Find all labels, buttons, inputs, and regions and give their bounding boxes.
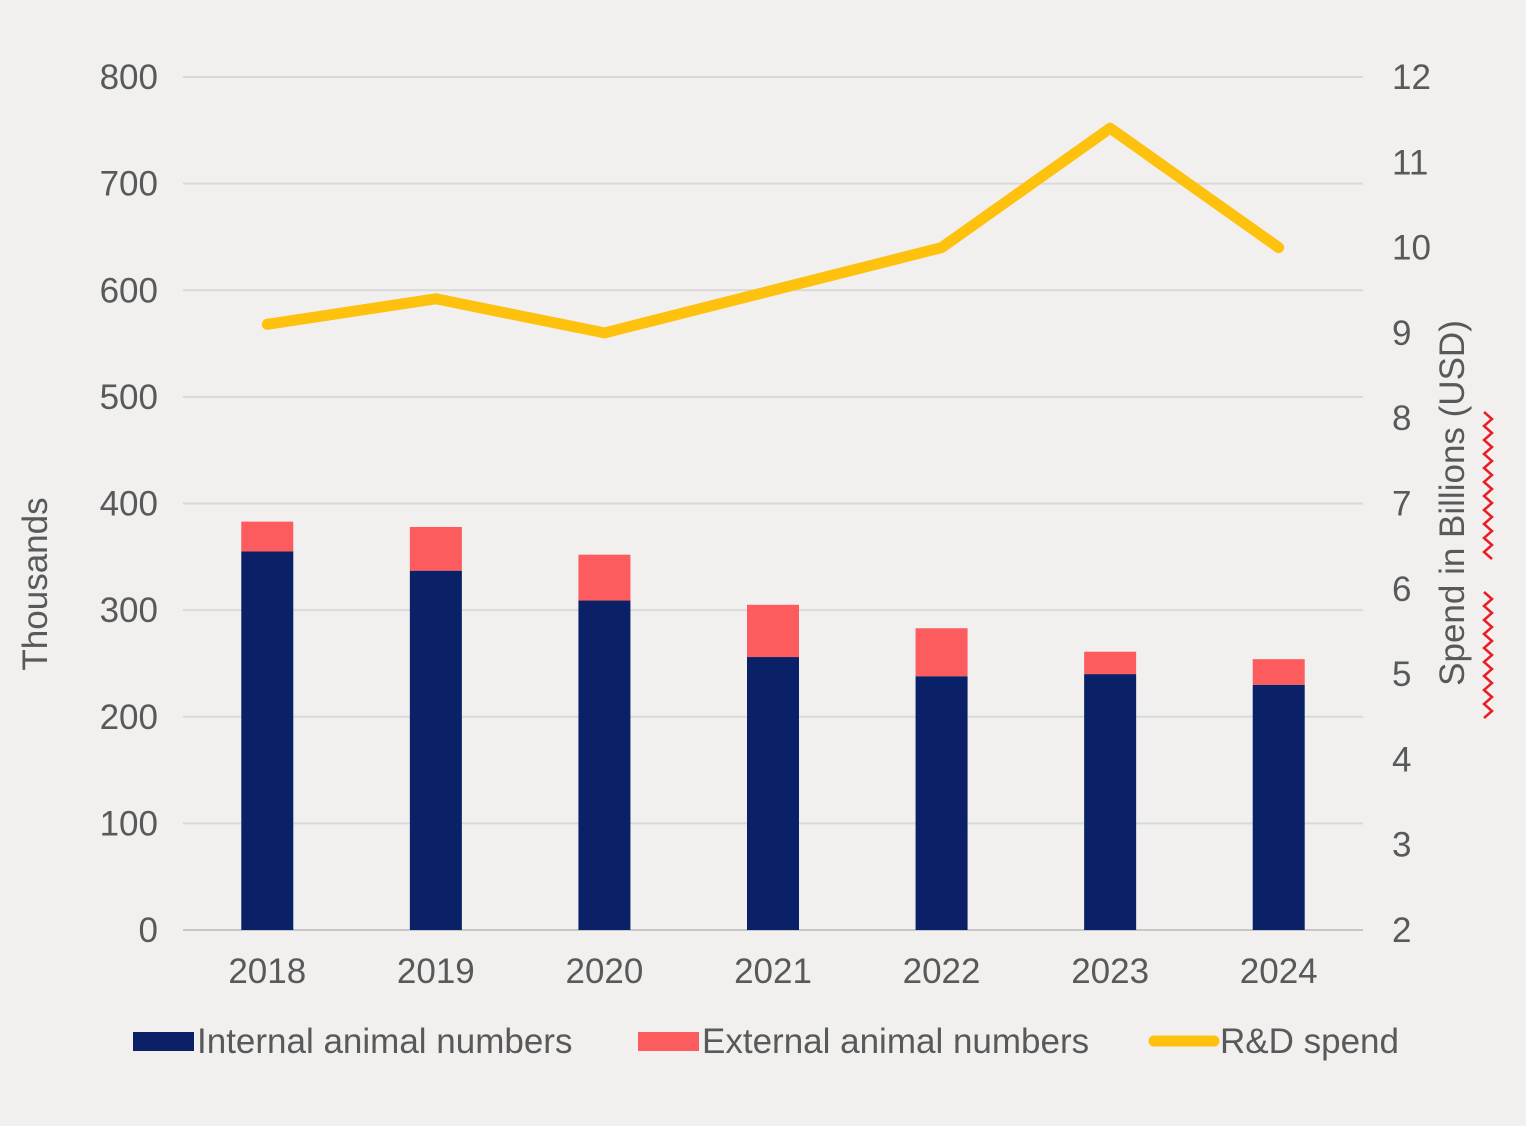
right-axis-tick-label: 10 (1392, 229, 1431, 268)
left-axis-tick-label: 800 (100, 58, 158, 97)
right-axis-title: Spend in Billions (USD) (1433, 320, 1472, 686)
spellcheck-underline (1482, 411, 1494, 560)
bar-external-2023 (1084, 651, 1137, 675)
left-axis-tick-label: 0 (139, 911, 158, 950)
bar-internal-2021 (747, 657, 799, 930)
bar-internal-2018 (241, 551, 294, 930)
bar-external-2019 (409, 526, 462, 571)
left-axis-tick-label: 200 (100, 698, 158, 737)
right-axis-tick-label: 2 (1392, 911, 1411, 950)
bar-external-2022 (915, 628, 968, 677)
legend-swatch-external (638, 1032, 699, 1051)
bar-external-2020 (578, 554, 631, 601)
x-axis-label-2024: 2024 (1240, 952, 1318, 991)
left-axis-tick-label: 400 (100, 485, 158, 524)
bar-external-2024 (1252, 659, 1305, 685)
right-axis-tick-label: 6 (1392, 570, 1411, 609)
bar-external-2021 (747, 604, 799, 658)
x-axis-label-2023: 2023 (1071, 952, 1149, 991)
legend-swatch-internal (133, 1032, 194, 1051)
right-axis-tick-label: 3 (1392, 826, 1411, 865)
right-axis-tick-label: 7 (1392, 485, 1411, 524)
left-axis-tick-label: 300 (100, 591, 158, 630)
rd-spend-line (261, 122, 1285, 339)
right-axis-tick-label: 5 (1392, 655, 1411, 694)
bar-internal-2023 (1084, 674, 1137, 930)
right-axis-tick-label: 4 (1392, 740, 1411, 779)
left-axis-tick-label: 600 (100, 271, 158, 310)
x-axis-label-2018: 2018 (228, 952, 306, 991)
left-axis-tick-label: 500 (100, 378, 158, 417)
left-axis-tick-label: 100 (100, 804, 158, 843)
bar-internal-2024 (1252, 684, 1305, 930)
x-axis-label-2020: 2020 (565, 952, 643, 991)
left-axis-title: Thousands (16, 497, 55, 670)
legend-label-external: External animal numbers (702, 1022, 1089, 1061)
left-axis-tick-label: 700 (100, 165, 158, 204)
spellcheck-underline (1482, 591, 1494, 719)
x-axis-label-2019: 2019 (397, 952, 475, 991)
right-axis-tick-label: 9 (1392, 314, 1411, 353)
right-axis-tick-label: 11 (1392, 143, 1428, 182)
x-axis-label-2021: 2021 (734, 952, 812, 991)
right-axis-tick-label: 8 (1392, 399, 1411, 438)
bar-external-2018 (241, 521, 294, 552)
x-axis-label-2022: 2022 (903, 952, 981, 991)
right-axis-tick-label: 12 (1392, 58, 1431, 97)
bar-internal-2022 (915, 676, 968, 930)
bar-internal-2020 (578, 600, 631, 930)
legend-label-internal: Internal animal numbers (197, 1022, 572, 1061)
legend-label-rd-spend: R&D spend (1220, 1022, 1399, 1061)
bar-internal-2019 (409, 570, 462, 930)
